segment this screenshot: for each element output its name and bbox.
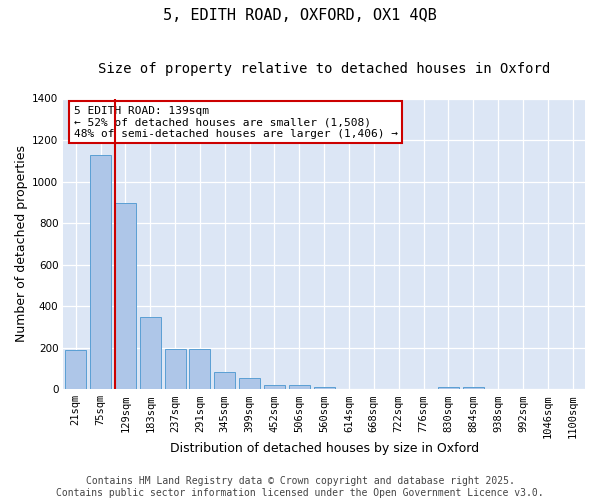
Bar (314, 387, 335, 389)
X-axis label: Distribution of detached houses by size in Oxford: Distribution of detached houses by size … (170, 442, 479, 455)
Bar (65, 350, 86, 389)
Y-axis label: Number of detached properties: Number of detached properties (15, 146, 28, 342)
Text: 5 EDITH ROAD: 139sqm
← 52% of detached houses are smaller (1,508)
48% of semi-de: 5 EDITH ROAD: 139sqm ← 52% of detached h… (74, 106, 398, 139)
Bar (463, 387, 484, 389)
Bar (264, 385, 285, 389)
Bar (214, 372, 235, 389)
Title: Size of property relative to detached houses in Oxford: Size of property relative to detached ho… (98, 62, 550, 76)
Bar (90, 154, 111, 389)
Bar (140, 316, 161, 389)
Text: 5, EDITH ROAD, OXFORD, OX1 4QB: 5, EDITH ROAD, OXFORD, OX1 4QB (163, 8, 437, 22)
Bar (438, 387, 459, 389)
Bar (164, 348, 185, 389)
Bar (115, 204, 136, 389)
Bar (289, 385, 310, 389)
Bar (239, 378, 260, 389)
Text: Contains HM Land Registry data © Crown copyright and database right 2025.
Contai: Contains HM Land Registry data © Crown c… (56, 476, 544, 498)
Bar (190, 348, 211, 389)
